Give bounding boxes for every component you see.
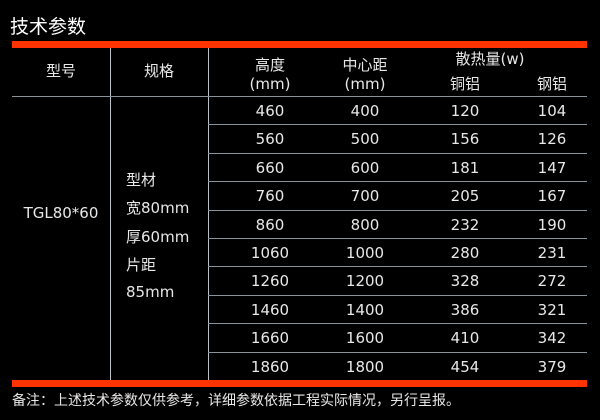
spec-line: 85mm — [126, 283, 175, 301]
header-height-unit: (mm) — [249, 75, 291, 93]
height-cell: 1060 — [250, 244, 290, 262]
header-heat-output: 散热量(w) — [455, 50, 525, 68]
height-cell: 460 — [255, 102, 285, 120]
header-divider — [12, 96, 587, 97]
row-divider — [208, 266, 587, 268]
height-cell: 1260 — [250, 272, 290, 291]
steel-aluminum-cell: 272 — [537, 272, 567, 291]
header-spec: 规格 — [143, 62, 174, 80]
row-divider — [208, 323, 587, 325]
row-divider — [208, 209, 587, 211]
row-divider — [208, 351, 587, 353]
spec-line: 厚60mm — [126, 228, 190, 246]
copper-aluminum-cell: 280 — [450, 244, 480, 262]
center-distance-cell: 1000 — [345, 244, 385, 262]
height-cell: 1460 — [250, 300, 290, 319]
copper-aluminum-cell: 328 — [450, 272, 480, 291]
copper-aluminum-cell: 410 — [450, 329, 480, 348]
copper-aluminum-cell: 205 — [450, 187, 480, 206]
header-steel-aluminum: 钢铝 — [536, 75, 567, 93]
height-cell: 1860 — [250, 357, 290, 376]
height-cell: 860 — [255, 215, 285, 234]
center-distance-cell: 400 — [350, 102, 380, 120]
spec-line: 片距 — [126, 256, 157, 274]
steel-aluminum-cell: 126 — [537, 130, 567, 149]
center-distance-cell: 700 — [350, 187, 380, 206]
spec-line: 宽80mm — [126, 199, 190, 217]
steel-aluminum-cell: 231 — [537, 244, 567, 262]
height-cell: 1660 — [250, 329, 290, 348]
top-divider — [12, 41, 587, 48]
footnote: 备注：上述技术参数仅供参考，详细参数依据工程实际情况，另行呈报。 — [12, 393, 460, 409]
steel-aluminum-cell: 167 — [537, 187, 567, 206]
steel-aluminum-cell: 147 — [537, 158, 567, 177]
center-distance-cell: 1600 — [345, 329, 385, 348]
height-cell: 760 — [255, 187, 285, 206]
header-model: 型号 — [45, 62, 76, 80]
steel-aluminum-cell: 379 — [537, 357, 567, 376]
center-distance-cell: 500 — [350, 130, 380, 149]
row-divider — [208, 152, 587, 154]
center-distance-cell: 1400 — [345, 300, 385, 319]
center-distance-cell: 600 — [350, 158, 380, 177]
row-divider — [208, 294, 587, 296]
steel-aluminum-cell: 342 — [537, 329, 567, 348]
center-distance-cell: 1800 — [345, 357, 385, 376]
row-divider — [208, 181, 587, 183]
header-height: 高度 — [254, 56, 285, 74]
copper-aluminum-cell: 156 — [450, 130, 480, 149]
header-copper-aluminum: 铜铝 — [449, 75, 480, 93]
copper-aluminum-cell: 454 — [450, 357, 480, 376]
center-distance-cell: 1200 — [345, 272, 385, 291]
bottom-divider — [12, 380, 587, 387]
steel-aluminum-cell: 321 — [537, 300, 567, 319]
header-center-distance: 中心距 — [342, 56, 388, 74]
model-value: TGL80*60 — [23, 204, 99, 222]
row-divider — [208, 238, 587, 239]
copper-aluminum-cell: 386 — [450, 300, 480, 319]
height-cell: 660 — [255, 158, 285, 177]
height-cell: 560 — [255, 130, 285, 149]
steel-aluminum-cell: 190 — [537, 215, 567, 234]
copper-aluminum-cell: 181 — [450, 158, 480, 177]
column-divider — [110, 48, 111, 380]
steel-aluminum-cell: 104 — [537, 102, 567, 120]
header-center-unit: (mm) — [344, 75, 386, 93]
copper-aluminum-cell: 120 — [450, 102, 480, 120]
row-divider — [208, 124, 587, 126]
spec-line: 型材 — [126, 171, 157, 189]
center-distance-cell: 800 — [350, 215, 380, 234]
copper-aluminum-cell: 232 — [450, 215, 480, 234]
page-title: 技术参数 — [10, 16, 87, 38]
column-divider — [208, 48, 209, 380]
